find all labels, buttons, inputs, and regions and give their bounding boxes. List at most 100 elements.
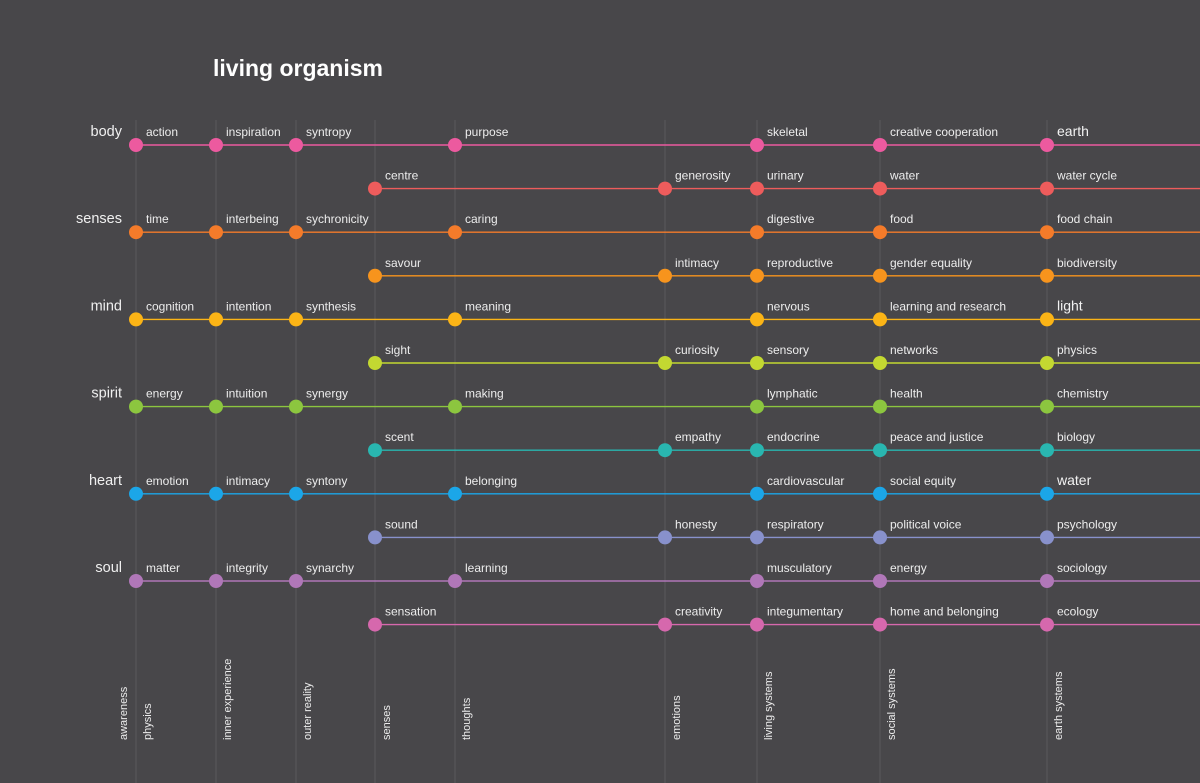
node-dot: [750, 530, 764, 545]
node-label: intimacy: [675, 256, 719, 270]
node-dot: [289, 399, 303, 414]
node-label: syntony: [306, 474, 347, 488]
node-label: networks: [890, 343, 938, 357]
node-label: digestive: [767, 212, 815, 226]
node-label: scent: [385, 430, 414, 444]
node-dot: [750, 617, 764, 632]
node-dot: [1040, 443, 1054, 458]
node-label: integrity: [226, 561, 268, 575]
node-dot: [750, 356, 764, 370]
node-dot: [873, 356, 887, 370]
node-label: water cycle: [1056, 169, 1117, 183]
node-label: social equity: [890, 474, 956, 488]
node-dot: [1040, 617, 1054, 632]
node-label: inspiration: [226, 125, 281, 139]
node-dot: [129, 138, 143, 152]
node-label: intimacy: [226, 474, 270, 488]
node-dot: [368, 181, 382, 196]
node-dot: [289, 312, 303, 327]
node-label: synergy: [306, 387, 348, 401]
row-lines: [136, 144, 1200, 626]
node-label: political voice: [890, 517, 962, 531]
node-label: endocrine: [767, 430, 820, 444]
node-dot: [368, 617, 382, 632]
node-dot: [873, 530, 887, 545]
node-label: gender equality: [890, 256, 972, 270]
node-label: synarchy: [306, 561, 354, 575]
node-dot: [873, 268, 887, 283]
node-label: interbeing: [226, 212, 279, 226]
node-label: food chain: [1057, 212, 1112, 226]
column-label-emotions: emotions: [671, 695, 683, 740]
node-dot: [658, 443, 672, 458]
node-label: musculatory: [767, 561, 832, 575]
node-dot: [750, 486, 764, 501]
node-label: light: [1057, 297, 1083, 313]
row-label-heart: heart: [89, 473, 122, 489]
node-label: reproductive: [767, 256, 833, 270]
node-dot: [1040, 181, 1054, 196]
node-label: meaning: [465, 299, 511, 313]
node-dot: [368, 268, 382, 283]
column-label-physics: physics: [142, 703, 154, 740]
node-dot: [209, 399, 223, 414]
node-label: water: [889, 169, 919, 183]
node-dot: [658, 181, 672, 196]
node-dot: [368, 530, 382, 545]
node-dot: [1040, 486, 1054, 501]
node-dot: [873, 181, 887, 196]
node-label: biodiversity: [1057, 256, 1117, 270]
node-label: urinary: [767, 169, 804, 183]
node-dot: [129, 486, 143, 501]
node-dot: [750, 443, 764, 458]
node-label: learning: [465, 561, 508, 575]
node-dot: [750, 225, 764, 240]
node-dot: [129, 312, 143, 327]
node-dot: [873, 225, 887, 240]
node-dot: [750, 268, 764, 283]
node-dot: [1040, 530, 1054, 545]
node-label: centre: [385, 169, 419, 183]
node-dot: [289, 574, 303, 588]
node-label: respiratory: [767, 517, 824, 531]
node-dot: [129, 399, 143, 414]
node-label: matter: [146, 561, 180, 575]
node-dot: [1040, 356, 1054, 370]
node-dot: [658, 617, 672, 632]
node-label: sociology: [1057, 561, 1107, 575]
node-label: making: [465, 387, 504, 401]
node-label: belonging: [465, 474, 517, 488]
node-dot: [1040, 268, 1054, 283]
node-dot: [873, 443, 887, 458]
row-label-spirit: spirit: [91, 386, 122, 402]
node-label: lymphatic: [767, 387, 818, 401]
node-dot: [368, 443, 382, 458]
node-label: intention: [226, 299, 271, 313]
column-labels: awareness physics inner experience outer re…: [118, 659, 1065, 740]
node-dot: [448, 399, 462, 414]
node-label: energy: [146, 387, 183, 401]
node-dot: [658, 356, 672, 370]
node-dot: [209, 312, 223, 327]
node-dot: [289, 138, 303, 152]
node-label: empathy: [675, 430, 721, 444]
node-label: home and belonging: [890, 605, 999, 619]
node-dot: [289, 486, 303, 501]
node-dot: [448, 312, 462, 327]
node-dot: [129, 225, 143, 240]
node-label: water: [1056, 472, 1092, 488]
node-label: sensation: [385, 605, 436, 619]
column-label-earth_systems: earth systems: [1053, 671, 1065, 740]
node-label: creativity: [675, 605, 722, 619]
node-label: learning and research: [890, 299, 1006, 313]
node-label: purpose: [465, 125, 509, 139]
node-dot: [448, 574, 462, 588]
row-label-soul: soul: [95, 560, 122, 576]
node-label: chemistry: [1057, 387, 1108, 401]
node-label: caring: [465, 212, 498, 226]
node-dot: [1040, 225, 1054, 240]
node-dot: [209, 486, 223, 501]
node-dot: [750, 312, 764, 327]
node-dot: [448, 138, 462, 152]
